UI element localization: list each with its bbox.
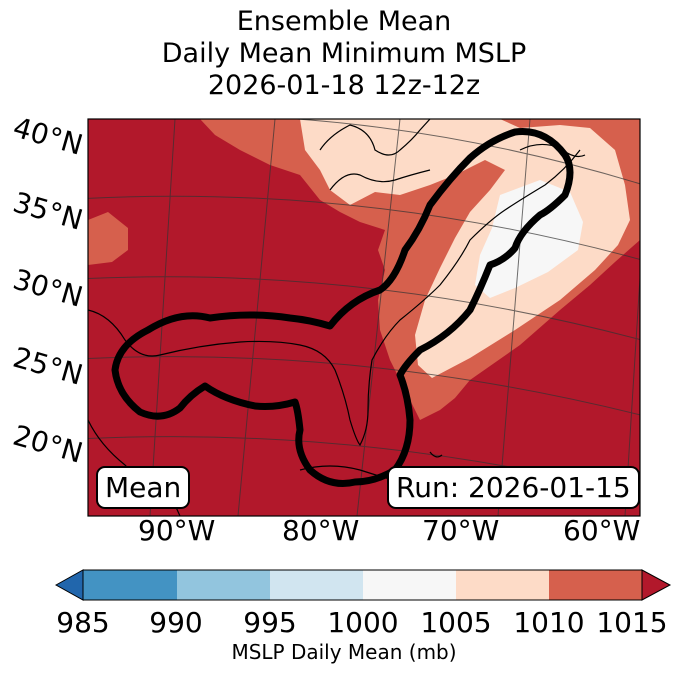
colorbar-over	[641, 569, 672, 601]
colorbar-tick-1000: 1000	[327, 606, 399, 639]
title-line-3: 2026-01-18 12z-12z	[207, 70, 481, 101]
ensemble-contour	[111, 127, 574, 487]
colorbar-1005-1010	[456, 570, 549, 600]
lon-label-80w: 80°W	[282, 514, 360, 547]
colorbar	[54, 569, 672, 601]
title-line-2: Daily Mean Minimum MSLP	[161, 38, 527, 69]
colorbar-985-990	[83, 570, 177, 600]
colorbar-990-995	[177, 570, 270, 600]
lon-label-70w: 70°W	[422, 514, 500, 547]
colorbar-tick-1010: 1010	[513, 606, 585, 639]
colorbar-tick-1015: 1015	[596, 606, 668, 639]
colorbar-tick-985: 985	[56, 606, 110, 639]
mean-label-box: Mean	[96, 466, 191, 509]
title-line-1: Ensemble Mean	[236, 6, 452, 37]
map-frame	[87, 118, 641, 517]
colorbar-995-1000	[270, 570, 363, 600]
lon-label-90w: 90°W	[138, 514, 216, 547]
colorbar-1010-1015	[549, 570, 642, 600]
colorbar-label: MSLP Daily Mean (mb)	[231, 640, 457, 664]
run-date-box: Run: 2026-01-15	[387, 466, 640, 509]
colorbar-tick-1005: 1005	[420, 606, 492, 639]
colorbar-tick-990: 990	[149, 606, 203, 639]
pressure-band-1000	[475, 180, 583, 298]
pressure-band-1010-west	[88, 212, 128, 265]
colorbar-under	[54, 569, 84, 601]
colorbar-1000-1005	[363, 570, 456, 600]
lon-label-60w: 60°W	[563, 514, 641, 547]
colorbar-tick-995: 995	[243, 606, 297, 639]
